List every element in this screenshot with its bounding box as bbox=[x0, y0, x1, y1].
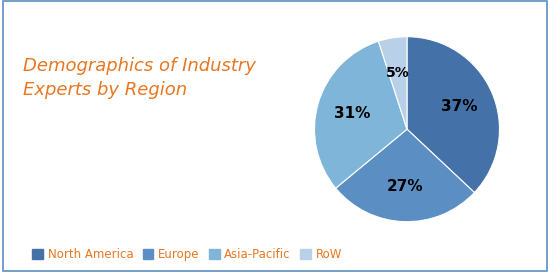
Text: 5%: 5% bbox=[386, 66, 410, 80]
Wedge shape bbox=[336, 129, 475, 222]
Text: 31%: 31% bbox=[334, 106, 370, 121]
Wedge shape bbox=[407, 37, 499, 193]
Text: Demographics of Industry
Experts by Region: Demographics of Industry Experts by Regi… bbox=[23, 57, 256, 99]
Text: 27%: 27% bbox=[387, 179, 424, 194]
Wedge shape bbox=[315, 41, 407, 188]
Legend: North America, Europe, Asia-Pacific, RoW: North America, Europe, Asia-Pacific, RoW bbox=[28, 243, 346, 265]
Text: 37%: 37% bbox=[441, 99, 478, 114]
Wedge shape bbox=[378, 37, 407, 129]
